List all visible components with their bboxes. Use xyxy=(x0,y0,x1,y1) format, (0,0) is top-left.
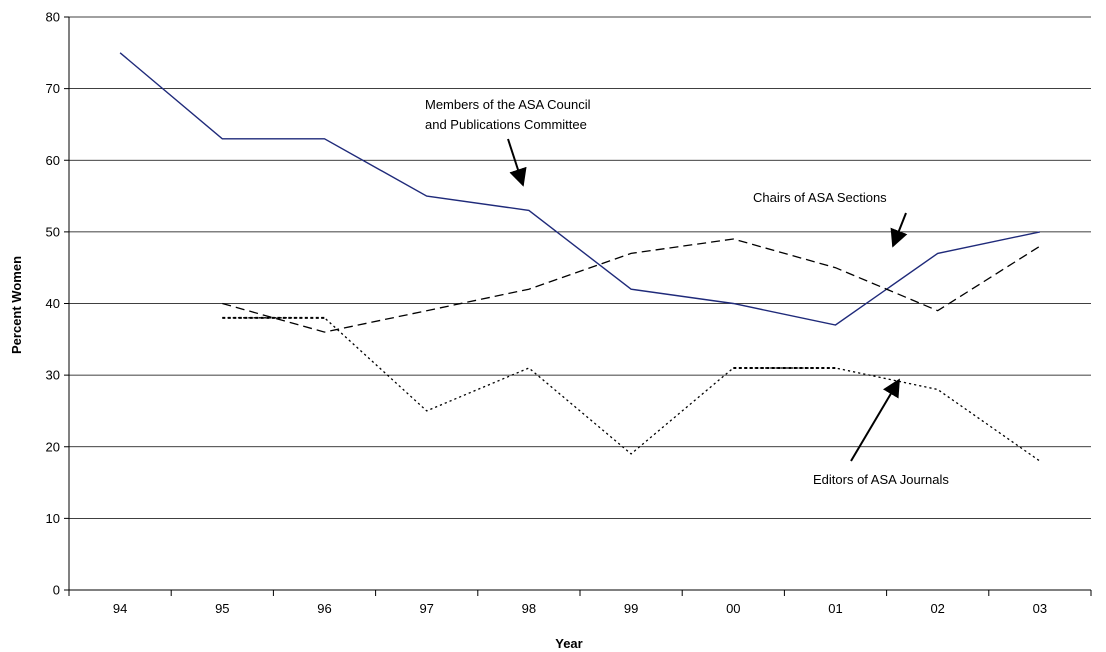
y-tick-label: 10 xyxy=(46,511,60,526)
series-line-2 xyxy=(222,239,1040,332)
annotations: Members of the ASA Council and Publicatio… xyxy=(425,97,949,487)
x-tick-label: 99 xyxy=(624,601,638,616)
y-tick-label: 60 xyxy=(46,153,60,168)
gridlines xyxy=(69,17,1091,518)
y-tick-label: 0 xyxy=(53,583,60,598)
y-tick-label: 40 xyxy=(46,296,60,311)
annotation-arrow-council xyxy=(508,139,523,185)
y-tick-label: 30 xyxy=(46,368,60,383)
annotation-label-council: and Publications Committee xyxy=(425,117,587,132)
x-tick-label: 98 xyxy=(522,601,536,616)
annotation-label-council: Members of the ASA Council xyxy=(425,97,591,112)
x-tick-label: 03 xyxy=(1033,601,1047,616)
y-axis-title: Percent Women xyxy=(9,256,24,354)
annotation-label-journals: Editors of ASA Journals xyxy=(813,472,949,487)
x-tick-label: 97 xyxy=(419,601,433,616)
x-tick-label: 94 xyxy=(113,601,127,616)
x-tick-label: 01 xyxy=(828,601,842,616)
y-tick-label: 80 xyxy=(46,10,60,25)
x-axis-title: Year xyxy=(555,636,582,651)
series-line-3 xyxy=(222,318,1040,461)
annotation-arrow-sections xyxy=(893,213,906,246)
x-tick-label: 95 xyxy=(215,601,229,616)
x-tick-label: 00 xyxy=(726,601,740,616)
series-line-1 xyxy=(120,53,1040,325)
x-tick-label: 96 xyxy=(317,601,331,616)
y-tick-label: 20 xyxy=(46,439,60,454)
annotation-label-sections: Chairs of ASA Sections xyxy=(753,190,887,205)
y-tick-label: 50 xyxy=(46,224,60,239)
series-lines xyxy=(120,53,1040,461)
y-tick-label: 70 xyxy=(46,81,60,96)
annotation-arrow-journals xyxy=(851,380,899,461)
x-tick-label: 02 xyxy=(930,601,944,616)
